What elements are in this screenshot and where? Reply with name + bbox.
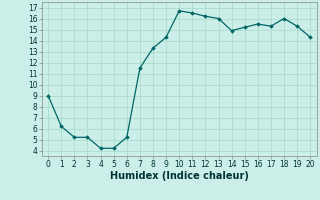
- X-axis label: Humidex (Indice chaleur): Humidex (Indice chaleur): [110, 171, 249, 181]
